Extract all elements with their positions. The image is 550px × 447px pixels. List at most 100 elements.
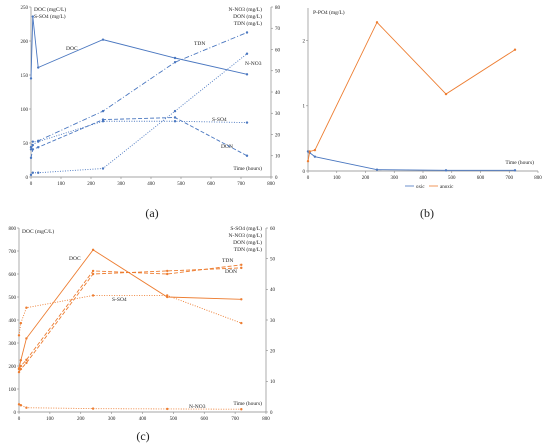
b-xtick-label-4: 400 [419,176,427,181]
a-label-tdn: TDN [194,41,205,47]
a-point-tdn-3 [101,109,105,113]
b-point-oxic-5 [513,169,517,172]
c-right-title-3: DON (mg/L) [233,239,262,246]
c-xtick-label-4: 400 [139,417,147,422]
panel-a: 0 100 200 300 400 500 600 700 800050100150200250… [21,6,281,220]
c-right-title-2: N-NO3 (mg/L) [229,232,263,239]
a-left-ytick-label-1: 50 [23,142,29,147]
c-point-n-no3-3 [91,407,95,410]
a-point-don-3 [101,118,105,121]
c-point-n-no3-0 [17,403,21,406]
c-left-ytick-label-6: 600 [9,273,17,278]
c-point-don-2 [25,361,28,365]
c-point-tdn-0 [17,367,21,371]
a-point-n-no3-2 [37,171,40,174]
c-right-title-1: S-SO4 (mg/L) [230,225,262,232]
c-label-don: DON [225,269,237,275]
a-point-n-no3-1 [31,171,34,174]
a-right-ytick-label-3: 30 [275,112,281,117]
c-right-ytick-label-3: 30 [270,319,276,324]
a-point-don-1 [31,148,34,151]
a-label-doc: DOC [66,46,78,52]
b-xtick-label-0: 0 [307,176,310,181]
c-point-s-so4-1 [19,321,23,325]
panel-label-c: (c) [136,429,149,443]
a-series-don [30,117,248,158]
a-xtick-label-3: 300 [117,182,125,187]
c-xtick-label-1: 100 [46,417,54,422]
a-right-ytick-label-2: 20 [275,133,281,138]
a-point-don-5 [245,154,249,157]
a-xtick-label-2: 200 [87,182,95,187]
c-point-don-5 [240,266,243,270]
c-point-n-no3-2 [25,406,28,409]
a-point-n-no3-5 [245,52,249,55]
b-point-oxic-3 [375,168,379,171]
c-point-tdn-3 [91,269,95,273]
c-xtick-label-0: 0 [18,417,21,422]
c-xtick-label-7: 700 [231,417,239,422]
c-label-tdn: TDN [222,258,233,264]
c-left-ytick-label-4: 400 [9,319,17,324]
c-point-tdn-2 [25,358,28,362]
a-point-s-so4-0 [29,145,33,149]
b-point-oxic-2 [313,155,317,158]
c-point-s-so4-5 [240,321,243,325]
a-right-ytick-label-6: 60 [275,48,281,53]
a-point-doc-5 [245,73,249,76]
a-right-title-2: DON (mg/L) [233,13,262,20]
b-xtick-label-5: 500 [448,176,456,181]
c-point-n-no3-5 [240,408,243,411]
b-ytick-label-1: 1 [303,105,306,110]
a-series-s-so4 [30,120,248,148]
a-label-sso4: S-SO4 [212,117,227,123]
a-point-tdn-4 [173,61,177,64]
c-xtick-label-2: 200 [77,417,85,422]
a-left-ytick-label-2: 100 [21,108,29,113]
c-point-doc-1 [19,359,23,362]
b-ytick-label-0: 0 [303,170,306,175]
c-series-doc [18,249,242,369]
c-right-ytick-label-0: 0 [270,411,273,416]
c-label-doc: DOC [69,256,81,262]
c-right-ytick-label-1: 10 [270,380,276,385]
a-series-tdn [30,32,248,150]
c-point-s-so4-0 [17,334,21,337]
c-right-ytick-label-2: 20 [270,349,276,354]
b-point-anoxic-1 [308,150,311,153]
b-xtick-label-2: 200 [362,176,370,181]
a-series-doc [30,16,248,79]
a-point-tdn-5 [245,31,249,34]
c-point-doc-3 [91,248,95,252]
a-point-n-no3-0 [29,173,33,177]
b-point-anoxic-4 [444,92,448,96]
a-xtick-label-6: 600 [207,182,215,187]
a-point-s-so4-1 [31,140,34,143]
c-left-ytick-label-3: 300 [9,342,17,347]
a-point-n-no3-4 [173,109,177,113]
c-point-s-so4-2 [25,306,28,309]
b-xtick-label-8: 800 [534,176,542,181]
c-point-n-no3-4 [166,407,169,411]
a-point-doc-1 [31,15,34,18]
c-left-title: DOC (mgC/L) [22,228,54,235]
b-y-title: P-PO4 (mg/L) [313,9,345,16]
a-right-ytick-label-0: 0 [275,176,278,181]
c-x-title: Time (hours) [233,400,262,407]
panel-label-a: (a) [145,206,158,220]
c-label-nno3: N-NO3 [189,404,206,410]
c-xtick-label-6: 600 [201,417,209,422]
a-right-ytick-label-1: 10 [275,155,281,160]
a-point-n-no3-3 [101,167,105,170]
a-point-s-so4-4 [173,120,177,123]
b-point-oxic-4 [444,169,448,172]
a-left-ytick-label-5: 250 [21,6,29,11]
b-legend: oxic anoxic [405,185,454,190]
panel-c: 0 100 200 300 400 500 600 700 800010020030040050… [9,225,276,443]
c-xtick-label-5: 500 [170,417,178,422]
c-point-don-4 [166,269,169,273]
a-point-tdn-0 [29,148,33,151]
a-left-ytick-label-3: 150 [21,74,29,79]
c-left-ytick-label-8: 800 [9,227,17,232]
